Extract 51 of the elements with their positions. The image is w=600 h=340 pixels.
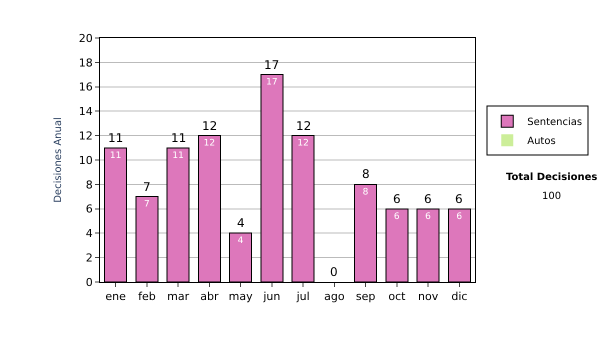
legend-label: Sentencias [527, 117, 582, 128]
total-label: 6 [393, 192, 401, 206]
y-tick-label: 6 [86, 202, 93, 216]
data-label: 12 [297, 138, 309, 149]
y-tick-label: 2 [86, 251, 93, 264]
text: 100 [542, 191, 562, 202]
total-label: 12 [296, 119, 312, 133]
x-tick-label: jun [262, 290, 280, 304]
data-label: 7 [144, 200, 150, 210]
x-tick-label: abr [200, 290, 219, 304]
y-tick-label: 12 [78, 129, 93, 142]
text: Total Decisiones [506, 172, 598, 183]
total-label: 7 [143, 180, 151, 194]
x-tick-label: ago [324, 290, 345, 304]
total-label: 6 [424, 192, 432, 206]
data-label: 4 [238, 236, 244, 246]
total-label: 8 [362, 167, 370, 181]
x-tick-label: mar [167, 290, 190, 304]
data-label: 6 [456, 212, 462, 222]
data-label: 6 [425, 212, 432, 222]
x-tick-label: feb [138, 290, 156, 304]
data-label: 11 [110, 150, 122, 161]
x-tick-label: dic [451, 290, 468, 304]
y-tick-label: 0 [86, 276, 93, 289]
y-tick-label: 10 [78, 154, 93, 167]
total-label: 17 [264, 58, 280, 72]
total-label: 4 [237, 216, 245, 230]
total-label: 12 [202, 119, 218, 133]
y-tick-label: 16 [78, 80, 93, 94]
total-label: 0 [330, 265, 338, 279]
y-tick-label: 18 [78, 56, 93, 70]
x-tick-label: sep [356, 290, 376, 304]
legend-label: Autos [527, 136, 556, 148]
x-tick-label: nov [418, 290, 439, 304]
x-tick-label: jul [296, 290, 310, 304]
data-label: 12 [204, 138, 216, 149]
data-label: 17 [266, 78, 278, 88]
total-label: 6 [455, 192, 463, 206]
y-tick-label: 4 [86, 227, 93, 240]
data-label: 6 [394, 212, 400, 222]
total-label: 11 [108, 131, 124, 145]
data-label: 8 [362, 187, 369, 198]
data-label: 11 [172, 150, 184, 161]
y-tick-label: 14 [78, 105, 93, 118]
x-tick-label: oct [388, 290, 406, 304]
y-tick-label: 8 [86, 178, 93, 192]
y-tick-label: 20 [78, 32, 93, 45]
y-axis-title: Decisiones Anual [52, 117, 64, 203]
x-tick-label: ene [105, 290, 126, 304]
x-tick-label: may [228, 290, 254, 304]
total-label: 11 [171, 131, 186, 145]
